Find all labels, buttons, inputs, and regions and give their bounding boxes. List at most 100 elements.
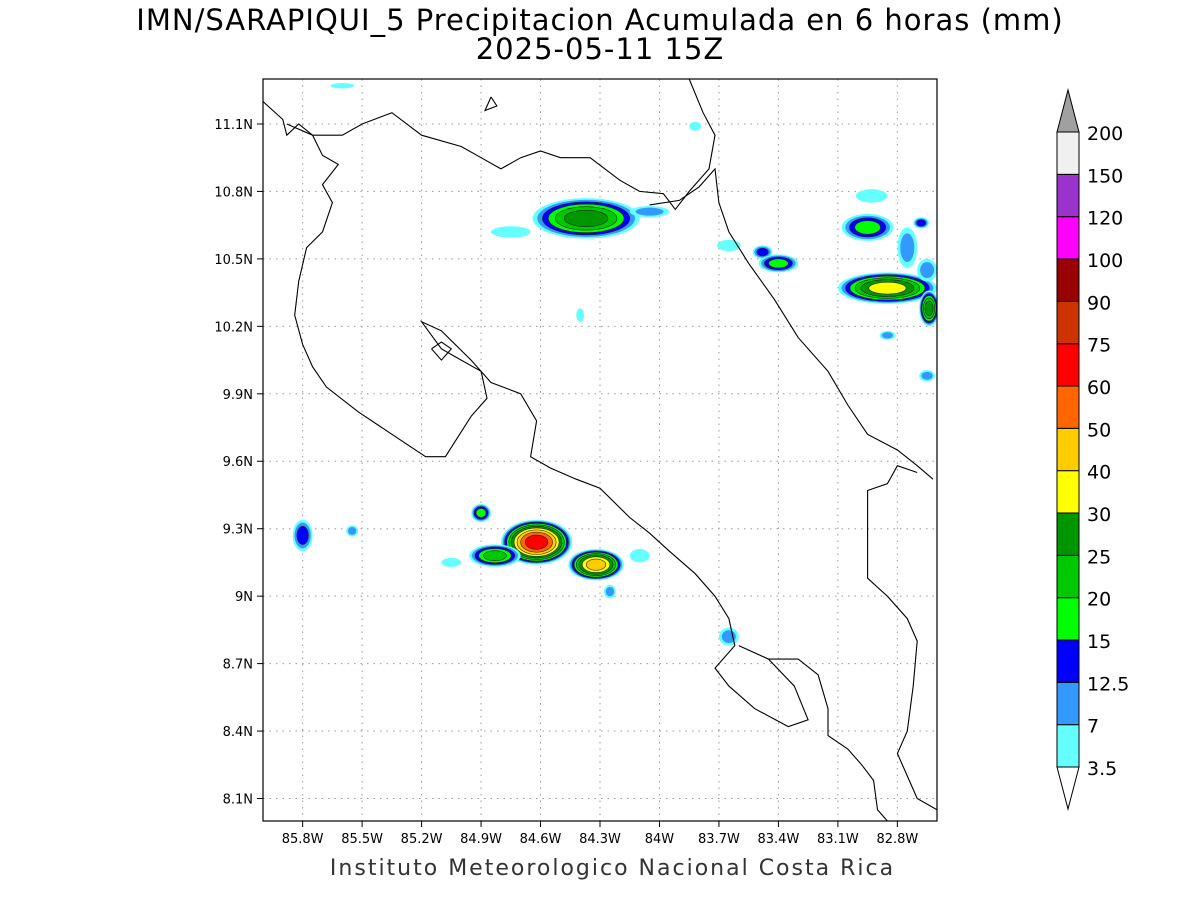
precip-contour	[330, 83, 355, 89]
tick-label-lon: 84.9W	[460, 832, 502, 847]
legend-swatch	[1056, 427, 1080, 472]
tick-label-lon: 83.1W	[817, 832, 859, 847]
precip-cell	[629, 548, 650, 563]
coastline	[867, 465, 937, 811]
legend-swatch	[1056, 173, 1080, 218]
legend-label: 7	[1087, 716, 1099, 738]
precip-contour	[756, 247, 769, 257]
legend-swatch	[1056, 385, 1080, 429]
legend-swatch	[1056, 597, 1080, 641]
precip-cell	[913, 217, 930, 229]
precip-contour	[916, 219, 927, 227]
precip-contour	[854, 220, 881, 235]
map-gridlines	[263, 79, 937, 821]
precip-cell	[689, 121, 702, 131]
tick-label-lon: 83.4W	[758, 832, 800, 847]
legend-label: 12.5	[1087, 673, 1129, 695]
precip-cell	[897, 227, 918, 268]
precip-contour	[924, 300, 934, 316]
coastlines	[263, 79, 937, 821]
legend-label: 75	[1087, 335, 1111, 357]
tick-label-lat: 10.5N	[214, 253, 253, 268]
precip-contour	[881, 332, 894, 339]
precip-cell	[718, 627, 739, 646]
legend-swatch	[1056, 258, 1080, 302]
legend-label: 90	[1087, 292, 1111, 314]
precip-contour	[576, 308, 585, 322]
tick-label-lat: 8.1N	[223, 793, 253, 808]
legend-label: 25	[1087, 546, 1111, 568]
precip-contour	[296, 526, 309, 545]
precip-cell	[917, 258, 937, 282]
precip-contour	[768, 258, 789, 269]
legend-swatch	[1056, 724, 1080, 768]
precip-cell	[568, 548, 624, 581]
precip-cell	[758, 254, 799, 273]
tick-label-lon: 83.7W	[698, 832, 740, 847]
precip-cell	[841, 213, 894, 241]
legend-label: 3.5	[1087, 758, 1117, 780]
legend-swatch	[1056, 216, 1080, 260]
legend-label: 200	[1087, 123, 1123, 145]
precip-cell	[576, 308, 585, 322]
longitude-axis: 85.8W 85.5W 85.2W 84.9W 84.6W 84.3W 84W 83.7W 83…	[282, 821, 918, 847]
precip-contour	[920, 262, 935, 279]
tick-label-lat: 8.4N	[223, 725, 253, 740]
tick-label-lon: 85.5W	[341, 832, 383, 847]
tick-label-lon: 84.6W	[520, 832, 562, 847]
precip-cell	[752, 245, 773, 259]
legend-label: 120	[1087, 208, 1123, 230]
coastline	[431, 341, 453, 361]
coastline	[263, 79, 716, 211]
latitude-axis: 11.1N 10.8N 10.5N 10.2N 9.9N 9.6N 9.3N 9N 8.7N 8.…	[214, 118, 263, 808]
tick-label-lon: 85.2W	[401, 832, 443, 847]
legend-label: 30	[1087, 504, 1111, 526]
precip-contour	[524, 534, 549, 550]
precip-contour	[716, 239, 741, 252]
legend-arrow-top	[1056, 88, 1080, 133]
coastline	[286, 123, 809, 728]
legend-label: 60	[1087, 377, 1111, 399]
precip-cell	[603, 584, 616, 599]
precip-contour	[629, 548, 650, 563]
tick-label-lat: 10.2N	[214, 320, 253, 335]
legend-swatch	[1056, 639, 1080, 683]
legend-swatch	[1056, 300, 1080, 345]
chart-title: IMN/SARAPIQUI_5 Precipitacion Acumulada …	[136, 3, 1064, 37]
precip-cell	[716, 239, 741, 252]
tick-label-lat: 9.3N	[223, 523, 253, 538]
tick-label-lon: 85.8W	[282, 832, 324, 847]
precip-contour	[635, 207, 664, 216]
precip-cell	[532, 198, 640, 239]
legend-label: 50	[1087, 419, 1111, 441]
coastline	[483, 96, 498, 112]
precip-cell	[471, 503, 491, 522]
precip-contour	[605, 586, 615, 597]
coastline	[768, 658, 888, 821]
credit-footer: Instituto Meteorologico Nacional Costa R…	[329, 856, 896, 881]
precip-field	[292, 83, 937, 646]
precip-cell	[441, 557, 462, 567]
legend-swatch	[1056, 554, 1080, 599]
precip-contour	[585, 558, 607, 571]
tick-label-lat: 9N	[235, 590, 253, 605]
precip-cell	[855, 189, 888, 203]
tick-label-lat: 9.9N	[223, 388, 253, 403]
precip-cell	[879, 330, 896, 340]
precip-contour	[868, 281, 907, 295]
chart-subtitle-date: 2025-05-11 15Z	[475, 32, 725, 66]
legend-label: 150	[1087, 165, 1123, 187]
legend-label: 40	[1087, 462, 1111, 484]
precip-cell	[330, 83, 355, 89]
legend-label: 15	[1087, 631, 1111, 653]
tick-label-lat: 8.7N	[223, 658, 253, 673]
legend-swatch	[1056, 512, 1080, 556]
precip-contour	[921, 371, 933, 380]
tick-label-lon: 84W	[645, 832, 675, 847]
legend-swatch	[1056, 681, 1080, 726]
legend-label: 100	[1087, 250, 1123, 272]
precip-contour	[475, 508, 487, 518]
precip-cell	[490, 226, 531, 238]
precip-contour	[348, 526, 357, 535]
precip-cell	[629, 206, 670, 218]
